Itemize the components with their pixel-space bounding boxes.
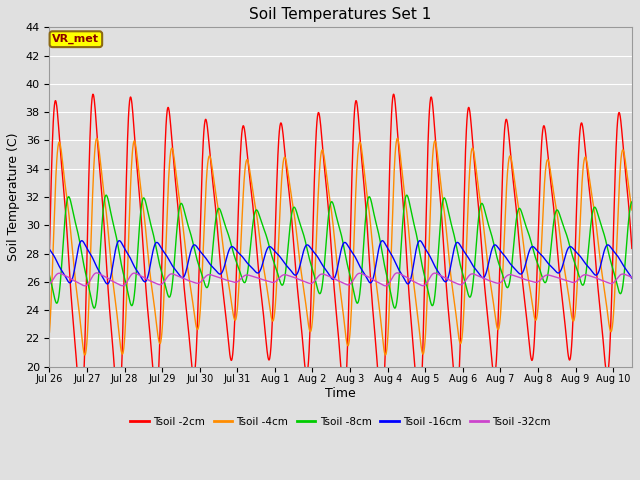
Tsoil -2cm: [329, 265, 337, 271]
Line: Tsoil -4cm: Tsoil -4cm: [49, 138, 632, 355]
Y-axis label: Soil Temperature (C): Soil Temperature (C): [7, 133, 20, 261]
Tsoil -8cm: [76, 236, 83, 242]
Tsoil -16cm: [330, 276, 337, 282]
Tsoil -4cm: [394, 135, 401, 141]
Tsoil -2cm: [628, 246, 636, 252]
Tsoil -2cm: [505, 130, 513, 136]
Tsoil -8cm: [403, 192, 410, 198]
Tsoil -4cm: [45, 329, 53, 335]
Tsoil -8cm: [45, 273, 53, 278]
Tsoil -4cm: [505, 158, 513, 164]
Title: Soil Temperatures Set 1: Soil Temperatures Set 1: [250, 7, 432, 22]
Tsoil -8cm: [505, 283, 513, 289]
Tsoil -8cm: [329, 201, 337, 206]
Tsoil -2cm: [390, 91, 397, 97]
Tsoil -16cm: [611, 250, 619, 256]
Tsoil -16cm: [505, 259, 513, 264]
Tsoil -8cm: [90, 305, 98, 311]
Tsoil -4cm: [612, 272, 620, 277]
Line: Tsoil -32cm: Tsoil -32cm: [49, 273, 632, 286]
Tsoil -2cm: [415, 408, 423, 414]
Tsoil -32cm: [314, 275, 321, 280]
Tsoil -8cm: [628, 199, 636, 205]
Line: Tsoil -2cm: Tsoil -2cm: [49, 94, 632, 411]
X-axis label: Time: Time: [325, 387, 356, 400]
Tsoil -32cm: [505, 272, 513, 278]
Tsoil -32cm: [45, 281, 53, 287]
Tsoil -16cm: [104, 281, 111, 287]
Tsoil -32cm: [612, 278, 620, 284]
Text: VR_met: VR_met: [52, 34, 99, 44]
Tsoil -8cm: [611, 275, 619, 280]
Tsoil -16cm: [76, 242, 83, 248]
Tsoil -4cm: [381, 352, 389, 358]
Tsoil -16cm: [612, 251, 620, 256]
Tsoil -32cm: [76, 280, 83, 286]
Tsoil -32cm: [628, 274, 636, 280]
Tsoil -8cm: [314, 286, 321, 292]
Tsoil -16cm: [628, 275, 636, 281]
Tsoil -16cm: [45, 246, 53, 252]
Tsoil -2cm: [76, 396, 83, 401]
Tsoil -4cm: [611, 278, 619, 284]
Tsoil -2cm: [611, 168, 619, 173]
Tsoil -32cm: [611, 278, 619, 284]
Tsoil -32cm: [329, 275, 337, 281]
Tsoil -4cm: [628, 207, 636, 213]
Tsoil -16cm: [314, 254, 322, 260]
Tsoil -2cm: [612, 159, 620, 165]
Legend: Tsoil -2cm, Tsoil -4cm, Tsoil -8cm, Tsoil -16cm, Tsoil -32cm: Tsoil -2cm, Tsoil -4cm, Tsoil -8cm, Tsoi…: [126, 413, 555, 431]
Tsoil -4cm: [76, 309, 83, 315]
Tsoil -32cm: [381, 283, 389, 288]
Tsoil -4cm: [314, 215, 321, 221]
Tsoil -2cm: [45, 248, 53, 253]
Tsoil -2cm: [314, 116, 321, 121]
Tsoil -8cm: [612, 276, 620, 281]
Tsoil -16cm: [116, 238, 124, 243]
Line: Tsoil -16cm: Tsoil -16cm: [49, 240, 632, 284]
Tsoil -32cm: [394, 270, 401, 276]
Tsoil -4cm: [329, 218, 337, 224]
Line: Tsoil -8cm: Tsoil -8cm: [49, 195, 632, 308]
